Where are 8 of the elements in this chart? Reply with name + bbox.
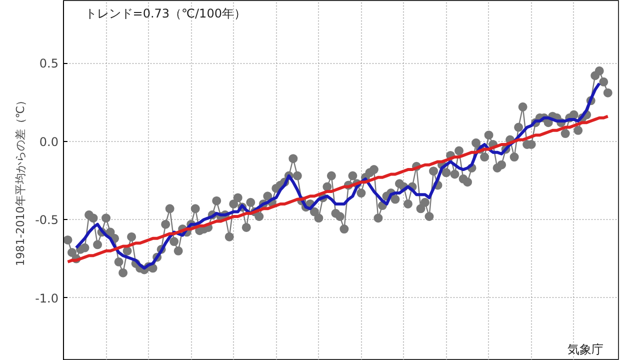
annotation: 気象庁 (568, 342, 604, 356)
y-tick-label: -1.0 (35, 291, 59, 306)
line-series (66, 114, 610, 264)
y-tick-label: 0.5 (39, 56, 59, 71)
annotation: トレンド=0.73（℃/100年） (84, 6, 246, 20)
y-tick-label: 0.0 (39, 134, 59, 149)
y-axis-title: 1981-2010年平均からの差（℃） (14, 94, 28, 266)
y-tick-label: -0.5 (35, 213, 59, 228)
